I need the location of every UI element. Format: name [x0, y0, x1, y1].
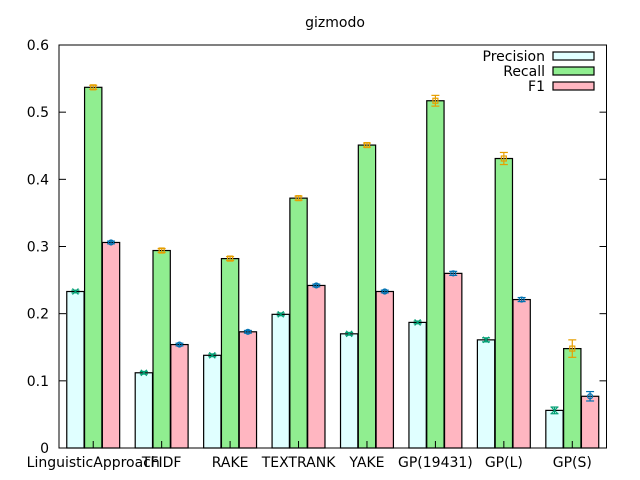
- x-tick-label: RAKE: [212, 455, 249, 471]
- legend-label-f1: F1: [528, 79, 545, 95]
- error-marker-circle: [313, 282, 320, 289]
- error-marker-square: [363, 141, 371, 149]
- y-tick-label: 0.5: [27, 105, 49, 121]
- legend-label-recall: Recall: [503, 64, 545, 80]
- error-marker-circle: [381, 288, 388, 295]
- y-tick-label: 0.4: [27, 172, 49, 188]
- x-tick-label: TFIDF: [141, 455, 182, 471]
- error-marker-square: [432, 97, 439, 104]
- x-tick-label: GP(19431): [398, 455, 473, 471]
- error-marker-x: [414, 318, 422, 326]
- bar-precision: [203, 354, 222, 449]
- legend-swatch-recall: [552, 66, 595, 76]
- error-marker-x: [345, 330, 353, 338]
- bar-precision: [339, 333, 359, 449]
- bar-recall: [152, 249, 171, 449]
- error-marker-x: [482, 336, 490, 344]
- error-bars-group: [71, 84, 595, 415]
- legend-swatch-precision: [552, 51, 595, 61]
- error-marker-circle: [176, 341, 183, 348]
- bar-f1: [375, 290, 395, 449]
- error-marker-circle: [450, 270, 457, 277]
- bars-group: [66, 86, 600, 449]
- bar-f1: [443, 272, 463, 449]
- bar-f1: [238, 331, 258, 449]
- legend-label-precision: Precision: [483, 49, 545, 65]
- bar-precision: [545, 409, 564, 449]
- bar-recall: [220, 257, 240, 449]
- bar-f1: [512, 298, 531, 449]
- bar-recall: [289, 197, 308, 449]
- error-marker-x: [208, 351, 216, 359]
- y-tick-label: 0.6: [27, 38, 49, 54]
- bar-recall: [357, 144, 377, 449]
- x-tick-label: LinguisticApproach: [27, 455, 160, 471]
- error-marker-circle: [586, 393, 594, 400]
- x-tick-label: GP(S): [553, 455, 592, 471]
- y-tick-label: 0: [40, 441, 49, 457]
- x-tick-label: GP(L): [485, 455, 523, 471]
- bar-recall: [563, 347, 582, 449]
- bar-precision: [271, 313, 290, 449]
- error-marker-circle: [518, 296, 525, 303]
- bar-f1: [170, 343, 189, 449]
- error-marker-square: [295, 195, 302, 202]
- error-marker-square: [90, 84, 97, 91]
- legend-swatch-f1: [552, 81, 595, 91]
- bar-f1: [580, 395, 600, 449]
- x-tick-label: TEXTRANK: [261, 455, 337, 471]
- bar-precision: [408, 321, 427, 449]
- bar-precision: [66, 290, 85, 449]
- error-marker-x: [277, 310, 285, 318]
- bar-recall: [83, 86, 103, 449]
- y-tick-label: 0.3: [27, 240, 49, 256]
- error-marker-circle: [244, 328, 251, 335]
- bar-f1: [101, 241, 121, 449]
- bar-precision: [134, 372, 154, 449]
- y-tick-label: 0.1: [27, 374, 49, 390]
- error-marker-square: [569, 345, 576, 352]
- error-marker-circle: [107, 239, 115, 246]
- bar-f1: [307, 284, 326, 449]
- y-axis: 0 0.1 0.2 0.3 0.4 0.5 0.6: [27, 38, 607, 457]
- error-marker-square: [500, 155, 507, 162]
- chart-title: gizmodo: [305, 15, 365, 31]
- error-marker-square: [158, 247, 165, 254]
- bar-recall: [494, 157, 514, 449]
- x-tick-label: YAKE: [348, 455, 384, 471]
- bar-precision: [476, 339, 496, 449]
- y-tick-label: 0.2: [27, 307, 49, 323]
- error-marker-x: [551, 406, 558, 414]
- bar-recall: [426, 100, 445, 449]
- error-marker-x: [140, 369, 148, 377]
- error-marker-x: [71, 288, 79, 295]
- error-marker-square: [226, 255, 234, 262]
